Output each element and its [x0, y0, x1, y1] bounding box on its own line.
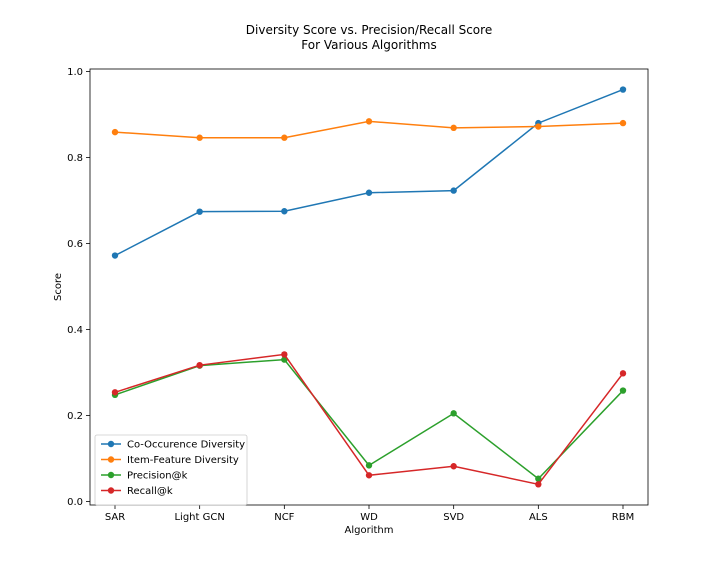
y-tick-label: 0.4 [67, 325, 83, 336]
data-point [196, 208, 203, 215]
x-tick-label: SVD [443, 512, 464, 523]
data-point [450, 463, 457, 470]
legend-label: Precision@k [127, 471, 188, 482]
legend-label: Item-Feature Diversity [127, 455, 239, 466]
data-point [365, 472, 373, 479]
data-point [281, 351, 288, 358]
data-point [281, 134, 288, 141]
plot-area: 0.0 0.2 0.4 0.6 0.8 1.0 SAR Light GCN NCF WD SVD AL… [67, 67, 649, 523]
data-point [365, 118, 373, 125]
x-tick-label: NCF [274, 512, 294, 523]
y-tick-label: 0.8 [67, 153, 83, 164]
x-tick-label: SAR [105, 512, 125, 523]
y-tick-label: 1.0 [67, 67, 83, 78]
data-point [535, 123, 542, 130]
data-point [196, 134, 203, 141]
data-point [535, 475, 542, 482]
chart-subtitle: For Various Algorithms [301, 38, 437, 52]
x-tick-label: WD [360, 512, 378, 523]
legend-marker [107, 440, 115, 448]
data-point [365, 462, 373, 469]
data-point [450, 187, 457, 194]
y-tick-label: 0.2 [67, 411, 83, 422]
legend-marker [107, 471, 115, 479]
x-axis-label: Algorithm [345, 525, 394, 536]
legend-label: Recall@k [127, 486, 173, 497]
data-point [619, 370, 627, 377]
data-point [111, 389, 119, 396]
legend-label: Co-Occurence Diversity [127, 440, 245, 451]
x-tick-label: RBM [612, 512, 634, 523]
data-point [450, 124, 457, 132]
legend-box [94, 434, 248, 506]
series-line [114, 88, 624, 257]
data-point [450, 410, 457, 417]
chart-title: Diversity Score vs. Precision/Recall Sco… [246, 23, 492, 37]
data-point [111, 128, 119, 136]
data-point [111, 252, 119, 259]
data-point [365, 189, 373, 196]
y-tick-label: 0.0 [67, 497, 83, 508]
data-point [196, 361, 203, 369]
data-point [281, 208, 288, 215]
legend-marker [107, 487, 115, 494]
y-axis-label: Score [53, 273, 64, 301]
legend-marker [107, 456, 115, 463]
data-point [619, 86, 627, 93]
data-point [619, 387, 627, 394]
data-point [535, 481, 542, 488]
x-tick-label: ALS [529, 512, 548, 523]
x-tick-label: Light GCN [174, 512, 224, 523]
y-tick-label: 0.6 [67, 239, 83, 250]
data-point [619, 119, 627, 127]
